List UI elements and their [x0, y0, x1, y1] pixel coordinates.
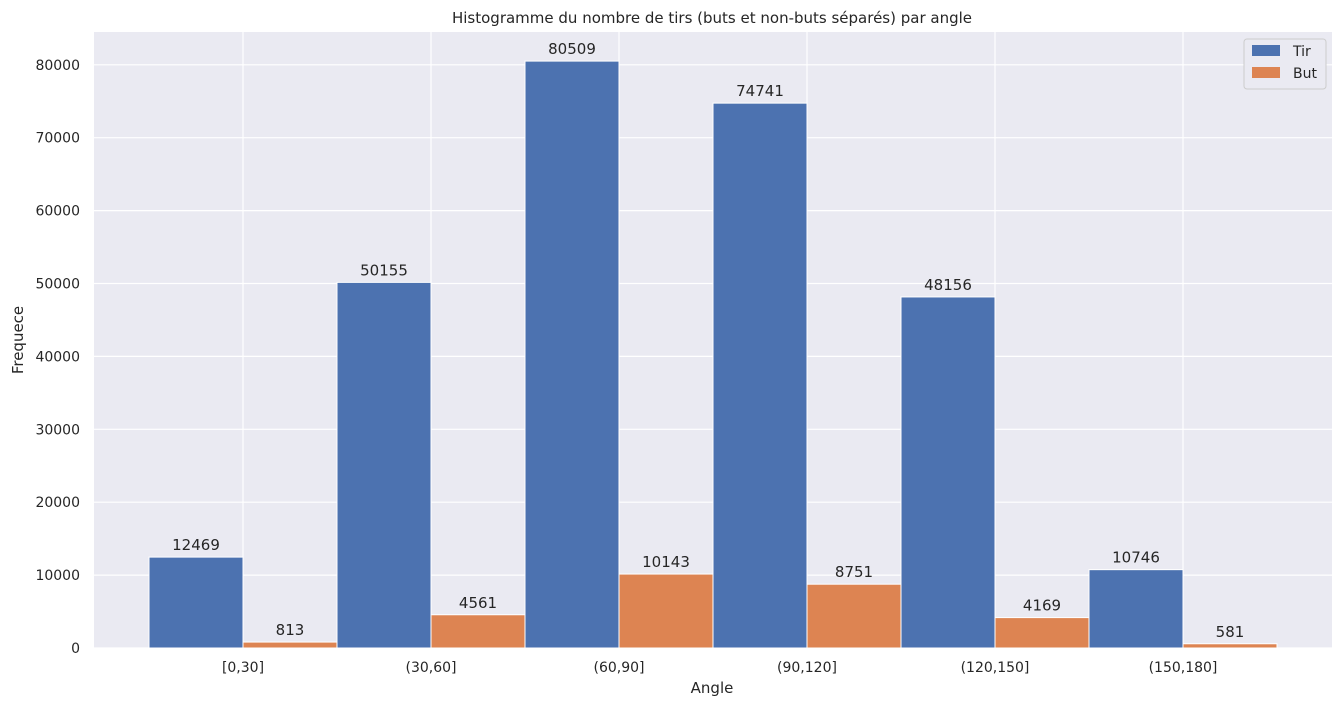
data-label-but: 8751	[835, 563, 873, 581]
bar-but	[242, 641, 338, 649]
x-tick-label: (30,60]	[405, 660, 456, 676]
y-tick-label: 80000	[35, 58, 80, 74]
y-tick-label: 50000	[35, 277, 80, 293]
bar-but	[994, 617, 1090, 649]
bar-tir	[712, 102, 808, 649]
data-label-tir: 48156	[924, 276, 972, 294]
x-tick-label: [0,30]	[222, 660, 264, 676]
y-tick-label: 60000	[35, 204, 80, 220]
chart-title: Histogramme du nombre de tirs (buts et n…	[452, 9, 972, 27]
data-label-tir: 50155	[360, 261, 408, 279]
x-axis-label: Angle	[691, 679, 734, 697]
data-label-tir: 10746	[1112, 549, 1160, 567]
data-label-but: 813	[276, 621, 305, 639]
bar-tir	[336, 281, 432, 649]
data-label-but: 4169	[1023, 597, 1061, 615]
bar-but	[1182, 643, 1278, 649]
legend-label-tir: Tir	[1292, 44, 1311, 60]
legend-label-but: But	[1293, 66, 1317, 82]
data-label-tir: 80509	[548, 40, 596, 58]
bar-but	[806, 583, 902, 649]
bar-tir	[524, 60, 620, 649]
bar-tir	[1088, 569, 1184, 649]
data-label-but: 10143	[642, 553, 690, 571]
bar-but	[618, 573, 714, 649]
y-tick-label: 30000	[35, 422, 80, 438]
x-tick-labels: [0,30] (30,60] (60,90] (90,120] (120,150] (15…	[222, 660, 1217, 676]
legend-swatch-tir	[1252, 45, 1280, 56]
bar-tir	[148, 556, 244, 649]
y-tick-label: 0	[71, 641, 80, 657]
data-label-tir: 12469	[172, 536, 220, 554]
y-tick-label: 70000	[35, 131, 80, 147]
data-labels: 12469 50155 80509 74741 48156 10746 813 4561 101…	[172, 40, 1244, 641]
y-tick-label: 40000	[35, 349, 80, 365]
legend-swatch-but	[1252, 67, 1280, 78]
x-tick-label: (60,90]	[593, 660, 644, 676]
y-tick-label: 10000	[35, 568, 80, 584]
data-label-but: 581	[1216, 623, 1245, 641]
x-tick-label: (120,150]	[961, 660, 1030, 676]
bars	[148, 60, 1278, 649]
y-axis-label: Frequece	[9, 306, 27, 374]
legend: Tir But	[1243, 38, 1327, 90]
x-tick-label: (90,120]	[777, 660, 837, 676]
bar-tir	[900, 296, 996, 649]
data-label-but: 4561	[459, 594, 497, 612]
data-label-tir: 74741	[736, 82, 784, 100]
x-tick-label: (150,180]	[1149, 660, 1218, 676]
bar-but	[430, 614, 526, 649]
y-tick-labels: 0 10000 20000 30000 40000 50000 60000 70000 8000…	[35, 58, 80, 657]
y-tick-label: 20000	[35, 495, 80, 511]
